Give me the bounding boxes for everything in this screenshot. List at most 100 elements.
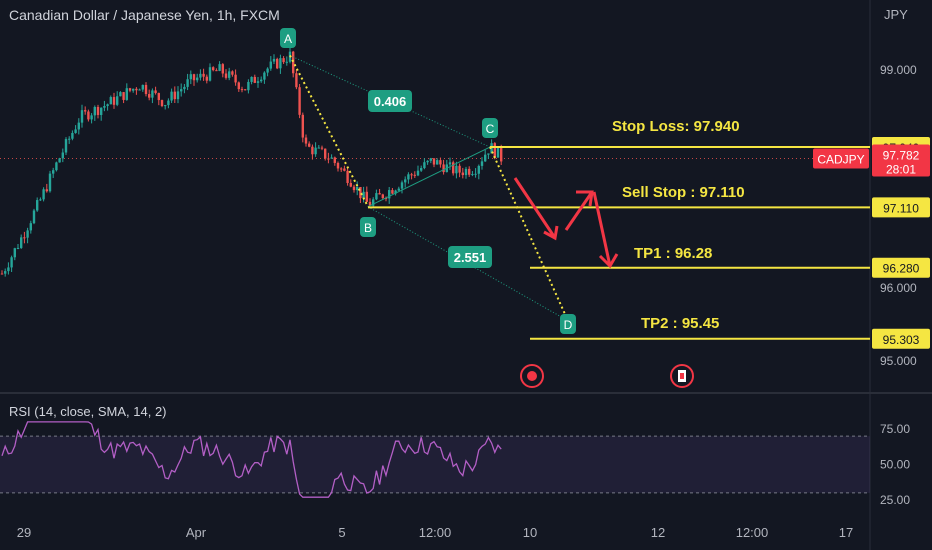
candle-body [96, 106, 100, 115]
candle-body [439, 160, 442, 165]
ratio-badge [368, 90, 412, 112]
candle-body [199, 73, 202, 78]
candle-body [61, 152, 64, 159]
candle-body [154, 90, 157, 94]
countdown-value: 28:01 [886, 163, 916, 177]
projection-arrowhead-3 [598, 253, 619, 269]
level-axis-badge [872, 197, 930, 218]
candle-body [404, 179, 407, 183]
rsi-title: RSI (14, close, SMA, 14, 2) [9, 404, 167, 419]
pattern-point-D [560, 314, 576, 334]
candle-body [176, 91, 180, 100]
candle-body [20, 237, 23, 248]
candle-body [234, 74, 237, 83]
candle-body [426, 160, 429, 163]
candle-body [391, 190, 394, 194]
candle-body [500, 148, 503, 162]
candle-body [365, 191, 368, 202]
candle-body [320, 147, 324, 149]
candle-body [272, 58, 276, 62]
level-axis-label: 97.110 [883, 201, 919, 215]
candle-body [279, 58, 282, 69]
candle-body [413, 174, 416, 176]
candle-body [100, 107, 103, 115]
candle-body [455, 165, 458, 174]
candle-body [180, 89, 183, 92]
projection-arrow-1 [513, 177, 557, 239]
candle-body [468, 168, 471, 175]
candle-body [228, 71, 231, 78]
candle-body [436, 160, 439, 165]
candle-body [237, 82, 240, 90]
candle-body [48, 173, 52, 192]
candle-body [253, 76, 256, 83]
candle-body [295, 73, 298, 88]
candle-body [135, 88, 138, 91]
candle-body [378, 193, 381, 195]
candle-body [352, 186, 356, 191]
candle-body [189, 74, 192, 80]
candle-body [173, 91, 176, 100]
candle-body [333, 157, 336, 163]
projection-arrowhead-1 [543, 225, 559, 241]
x-axis-tick: 12:00 [736, 525, 769, 540]
candle-body [39, 199, 42, 201]
candle-body [26, 230, 29, 238]
candle-body [16, 247, 20, 249]
pattern-point-label: A [284, 32, 292, 46]
rsi-axis-tick: 75.00 [880, 422, 910, 436]
candle-body [42, 189, 45, 200]
candle-body [416, 170, 420, 176]
pattern-point-A [280, 28, 296, 48]
candle-body [496, 148, 500, 158]
candle-body [68, 138, 71, 140]
candle-body [301, 114, 304, 138]
candle-body [106, 104, 109, 107]
x-axis-tick: 5 [338, 525, 345, 540]
chart-title: Canadian Dollar / Japanese Yen, 1h, FXCM [9, 7, 280, 23]
candle-body [90, 115, 93, 120]
y-axis-tick: 99.000 [880, 63, 917, 77]
candle-body [0, 273, 4, 275]
candle-body [74, 129, 77, 133]
candle-body [119, 92, 122, 97]
candle-body [240, 89, 244, 91]
projection-arrow-2 [564, 191, 594, 231]
pattern-point-C [482, 118, 498, 138]
candle-body [368, 201, 372, 206]
candle-body [125, 88, 128, 100]
candle-body [215, 70, 218, 72]
level-axis-label: 96.280 [883, 262, 920, 276]
candle-body [276, 58, 279, 69]
candle-body [231, 71, 234, 75]
candle-body [250, 76, 253, 82]
candle-body [218, 64, 221, 71]
candle-body [4, 271, 7, 274]
candle-body [196, 77, 199, 81]
candle-body [132, 88, 135, 91]
candle-body [164, 105, 167, 107]
candle-body [314, 147, 317, 155]
candle-body [23, 237, 26, 239]
candle-body [471, 174, 474, 176]
candle-body [429, 158, 432, 161]
candle-body [266, 68, 269, 73]
candle-body [384, 198, 388, 200]
projection-arrowhead-2 [576, 190, 594, 207]
candle-body [388, 190, 391, 199]
candle-body [282, 58, 285, 63]
candle-body [77, 122, 80, 130]
ratio-badge [448, 246, 492, 268]
level-annotation: Stop Loss: 97.940 [612, 118, 740, 135]
candle-body [58, 158, 61, 163]
candle-body [394, 190, 397, 194]
rsi-line [1, 421, 502, 498]
candle-body [423, 162, 426, 169]
candle-body [298, 87, 301, 115]
candle-body [10, 257, 13, 268]
candle-body [13, 248, 16, 258]
candle-body [343, 168, 346, 171]
candle-body [269, 61, 272, 69]
currency-label: JPY [884, 7, 908, 22]
